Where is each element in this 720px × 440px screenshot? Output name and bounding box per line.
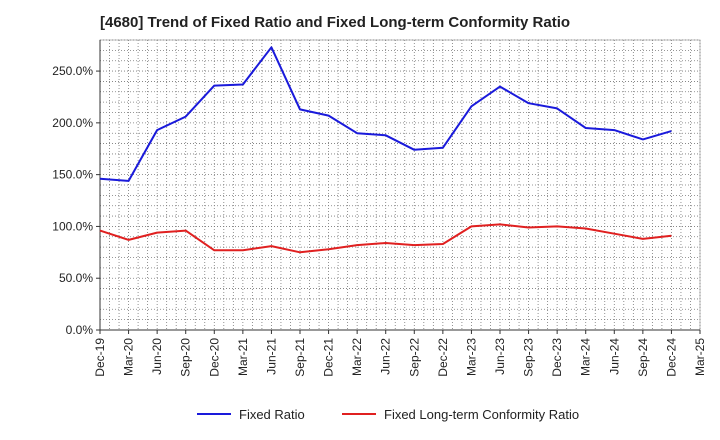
x-tick-label: Sep-23 — [522, 338, 536, 377]
x-tick-label: Dec-20 — [207, 338, 221, 377]
x-tick-label: Jun-23 — [493, 338, 507, 375]
x-tick-label: Dec-21 — [322, 338, 336, 377]
chart-title: [4680] Trend of Fixed Ratio and Fixed Lo… — [100, 14, 571, 31]
legend-layer: Fixed Ratio Fixed Long-term Conformity Ra… — [197, 407, 579, 422]
x-tick-label: Jun-20 — [150, 338, 164, 375]
axis-layer: 0.0% 50.0% 100.0% 150.0% 200.0% 250.0% Dec-19 M… — [52, 40, 707, 377]
x-tick-label: Dec-24 — [664, 338, 678, 377]
series-line-fixed-ratio — [99, 46, 672, 182]
series-line-fixed-long-term-conformity-ratio — [99, 223, 672, 254]
y-tick-label: 200.0% — [52, 116, 93, 130]
x-tick-label: Sep-21 — [293, 338, 307, 377]
x-tick-label: Mar-25 — [693, 338, 707, 376]
y-tick-label: 250.0% — [52, 64, 93, 78]
y-tick-label: 0.0% — [66, 323, 94, 337]
x-tick-label: Mar-21 — [236, 338, 250, 376]
grid-layer — [99, 39, 701, 331]
x-tick-label: Dec-23 — [550, 338, 564, 377]
y-tick-label: 50.0% — [59, 271, 93, 285]
x-tick-label: Sep-20 — [179, 338, 193, 377]
x-tick-label: Jun-22 — [379, 338, 393, 375]
x-tick-label: Dec-19 — [93, 338, 107, 377]
x-tick-label: Dec-22 — [436, 338, 450, 377]
x-tick-label: Sep-22 — [407, 338, 421, 377]
x-tick-label: Jun-24 — [607, 338, 621, 375]
x-tick-label: Mar-23 — [464, 338, 478, 376]
x-tick-label: Sep-24 — [636, 338, 650, 377]
x-tick-label: Jun-21 — [264, 338, 278, 375]
series-layer — [99, 46, 672, 254]
x-tick-label: Mar-20 — [122, 338, 136, 376]
legend-label: Fixed Ratio — [239, 407, 305, 422]
legend-label: Fixed Long-term Conformity Ratio — [384, 407, 579, 422]
y-tick-label: 100.0% — [52, 219, 93, 233]
x-tick-label: Mar-22 — [350, 338, 364, 376]
y-tick-label: 150.0% — [52, 168, 93, 182]
x-tick-label: Mar-24 — [579, 338, 593, 376]
